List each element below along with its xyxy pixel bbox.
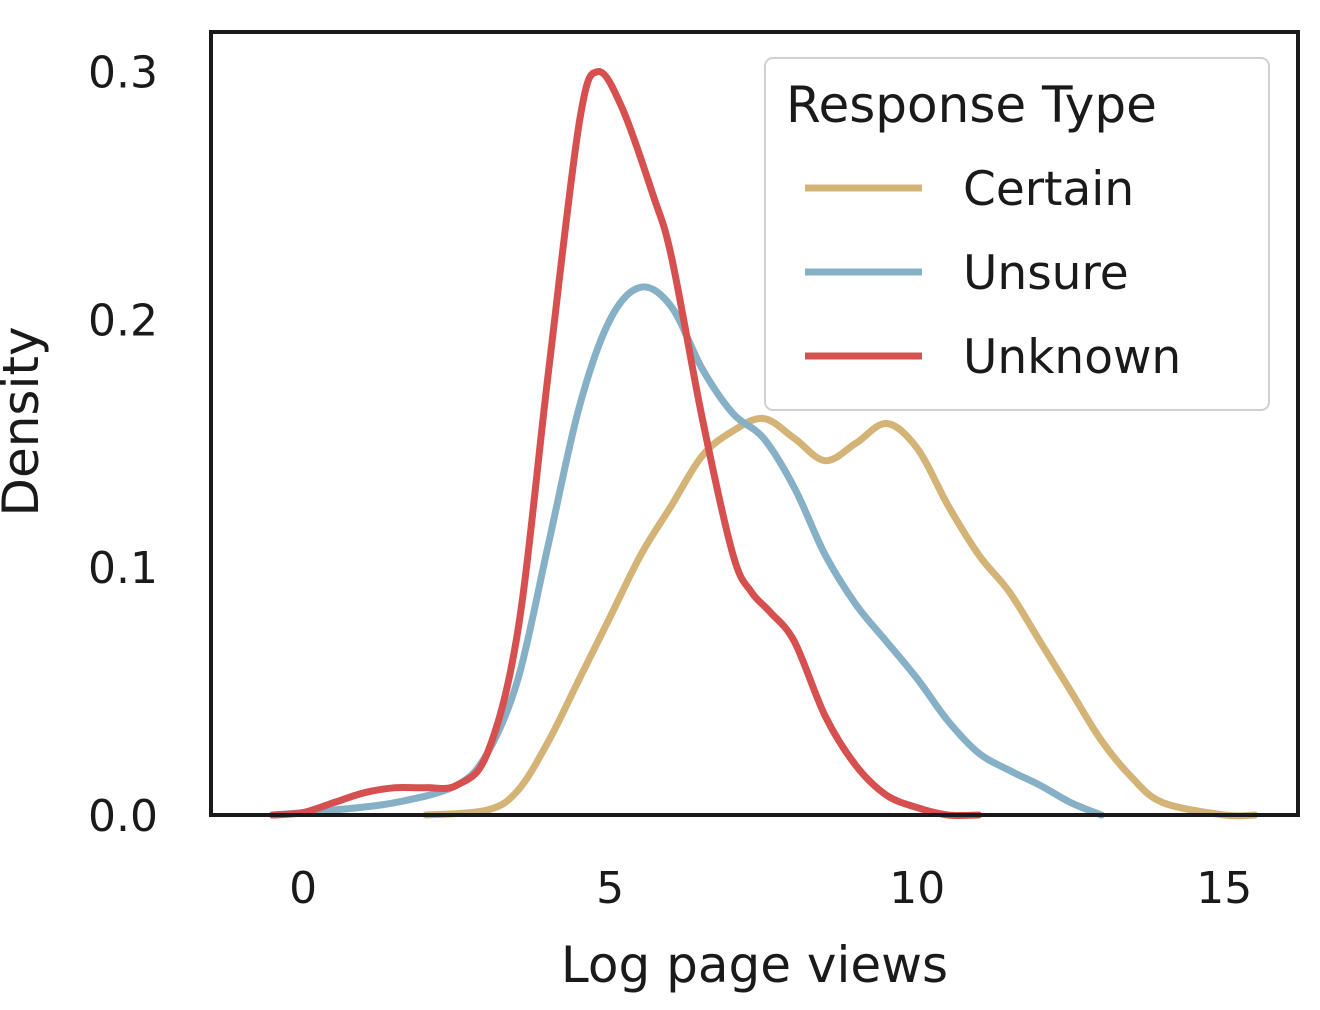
series-layer [268,68,1259,820]
legend-label-unknown: Unknown [963,330,1181,385]
x-axis-label: Log page views [561,936,948,994]
y-tick-label: 0.1 [88,543,158,594]
x-tick-label: 10 [889,863,945,914]
series-line-certain [422,414,1259,820]
plot-frame [209,30,1300,817]
legend-title: Response Type [786,76,1157,134]
x-tick-label: 5 [596,863,624,914]
x-tick-labels: 0 5 10 15 [289,863,1252,914]
legend-entries: Certain Unsure Unknown [805,162,1181,385]
y-tick-labels: 0.0 0.1 0.2 0.3 [88,48,158,842]
legend-label-unsure: Unsure [963,246,1129,301]
y-tick-label: 0.3 [88,48,158,99]
y-axis-label: Density [0,326,50,516]
x-tick-label: 15 [1196,863,1252,914]
x-tick-label: 0 [289,863,317,914]
legend-label-certain: Certain [963,162,1134,217]
legend: Response Type Certain Unsure Unknown [764,57,1270,411]
series-line-unknown [268,68,983,820]
legend-box [764,57,1270,411]
y-tick-label: 0.0 [88,791,158,842]
y-tick-label: 0.2 [88,295,158,346]
